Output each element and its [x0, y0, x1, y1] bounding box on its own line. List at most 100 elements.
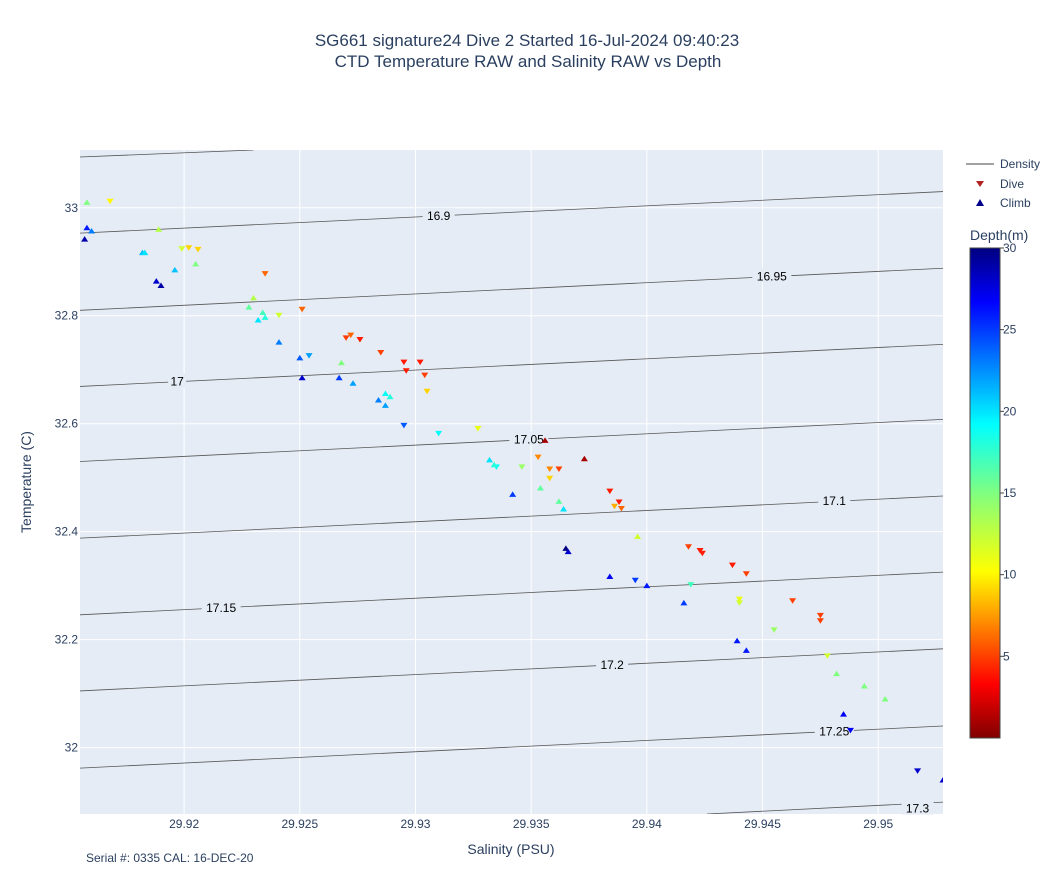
- colorbar: Depth(m) 5 10 15 20 25 30: [969, 227, 1028, 739]
- dive-point: [518, 464, 526, 470]
- dive-point: [555, 466, 563, 473]
- y-tick-label: 32.4: [55, 525, 79, 539]
- dive-point: [687, 582, 695, 588]
- dive-point: [823, 653, 831, 659]
- dive-point: [261, 271, 269, 277]
- climb-point: [381, 390, 389, 396]
- dive-point: [435, 430, 443, 437]
- dive-point: [400, 422, 408, 429]
- density-contour-label: 17.2: [600, 658, 624, 672]
- legend-density-label[interactable]: Density: [1000, 157, 1040, 171]
- density-contour-labels: 16.9 16.95 17 17.05 17.1 17.15 17.2 17.25 17.3: [168, 207, 934, 816]
- density-contour-label: 16.95: [757, 269, 787, 283]
- climb-point: [733, 637, 741, 644]
- dive-point: [377, 349, 385, 356]
- dive-point: [534, 454, 542, 461]
- dive-point: [617, 505, 625, 512]
- y-tick-label: 32.6: [55, 417, 79, 431]
- dive-point: [631, 577, 639, 584]
- contour-label-bg: [901, 800, 934, 815]
- dive-point: [615, 499, 623, 505]
- dive-point: [402, 368, 410, 374]
- dive-point: [421, 372, 429, 379]
- legend[interactable]: Density Dive Climb: [966, 157, 1040, 210]
- climb-point: [374, 396, 382, 403]
- contour-label-bg: [752, 268, 792, 283]
- climb-point: [509, 491, 517, 497]
- climb-point: [259, 309, 267, 315]
- contour-label-bg: [596, 657, 629, 672]
- x-tick-label: 29.92: [169, 817, 199, 831]
- climb-point: [541, 437, 549, 443]
- dive-point: [546, 466, 554, 473]
- climb-point: [335, 374, 343, 381]
- dive-point: [356, 336, 364, 343]
- dive-point: [816, 612, 824, 619]
- x-tick-label: 29.94: [632, 817, 662, 831]
- climb-point: [580, 455, 588, 462]
- dive-point: [735, 600, 743, 606]
- density-contour-line: [80, 648, 943, 692]
- dive-point: [610, 503, 618, 510]
- density-contour-line: [80, 267, 943, 311]
- climb-point: [296, 354, 304, 361]
- dive-point: [423, 388, 431, 395]
- x-tick-label: 29.93: [400, 817, 430, 831]
- y-axis-ticks: 32 32.2 32.4 32.6 32.8 33: [55, 201, 79, 755]
- dive-point: [846, 727, 854, 734]
- data-points: [81, 198, 943, 783]
- dive-point: [789, 598, 797, 604]
- contour-label-bg: [422, 207, 455, 222]
- density-contour-label: 16.9: [427, 209, 451, 223]
- density-contour-label: 17.15: [206, 601, 236, 615]
- colorbar-tick-label: 15: [1003, 486, 1017, 500]
- climb-point: [680, 599, 688, 606]
- climb-point: [81, 236, 89, 242]
- climb-legend-marker: [976, 199, 984, 206]
- colorbar-ticks: 5 10 15 20 25 30: [1000, 241, 1017, 663]
- density-contour-line: [80, 725, 943, 769]
- colorbar-tick-label: 20: [1003, 404, 1017, 418]
- density-contour-line: [80, 495, 943, 539]
- climb-point: [840, 711, 848, 717]
- chart-title: SG661 signature24 Dive 2 Started 16-Jul-…: [315, 31, 739, 50]
- climb-point: [634, 533, 642, 540]
- climb-point: [536, 484, 544, 491]
- dive-point: [178, 246, 186, 252]
- climb-point: [250, 294, 258, 301]
- climb-point: [381, 402, 389, 408]
- density-contour-label: 17.1: [823, 494, 847, 508]
- dive-point: [275, 312, 283, 319]
- y-axis-title: Temperature (C): [18, 431, 34, 533]
- density-contour-line: [80, 191, 943, 234]
- dive-point: [305, 353, 313, 359]
- climb-point: [564, 548, 572, 555]
- dive-legend-marker: [976, 181, 984, 187]
- dive-point: [546, 475, 554, 482]
- dive-point: [684, 544, 692, 550]
- density-contour-label: 17.25: [819, 724, 849, 738]
- contour-label-bg: [509, 431, 549, 446]
- climb-point: [275, 339, 283, 345]
- y-tick-label: 32: [65, 741, 79, 755]
- climb-point: [155, 226, 163, 232]
- dive-point: [185, 245, 193, 251]
- climb-point: [486, 456, 494, 463]
- dive-point: [816, 618, 824, 624]
- climb-point: [490, 461, 498, 468]
- dive-point: [728, 562, 736, 569]
- climb-point: [192, 260, 200, 267]
- climb-point: [833, 670, 841, 677]
- climb-point: [141, 249, 149, 256]
- legend-dive-label[interactable]: Dive: [1000, 177, 1024, 191]
- dive-point: [347, 332, 355, 339]
- climb-point: [560, 505, 568, 512]
- x-tick-label: 29.945: [744, 817, 781, 831]
- x-tick-label: 29.925: [281, 817, 318, 831]
- colorbar-gradient: [969, 247, 1001, 739]
- legend-climb-label[interactable]: Climb: [1000, 196, 1031, 210]
- colorbar-tick-label: 25: [1003, 323, 1017, 337]
- x-tick-label: 29.935: [513, 817, 550, 831]
- density-contour-line: [80, 150, 254, 158]
